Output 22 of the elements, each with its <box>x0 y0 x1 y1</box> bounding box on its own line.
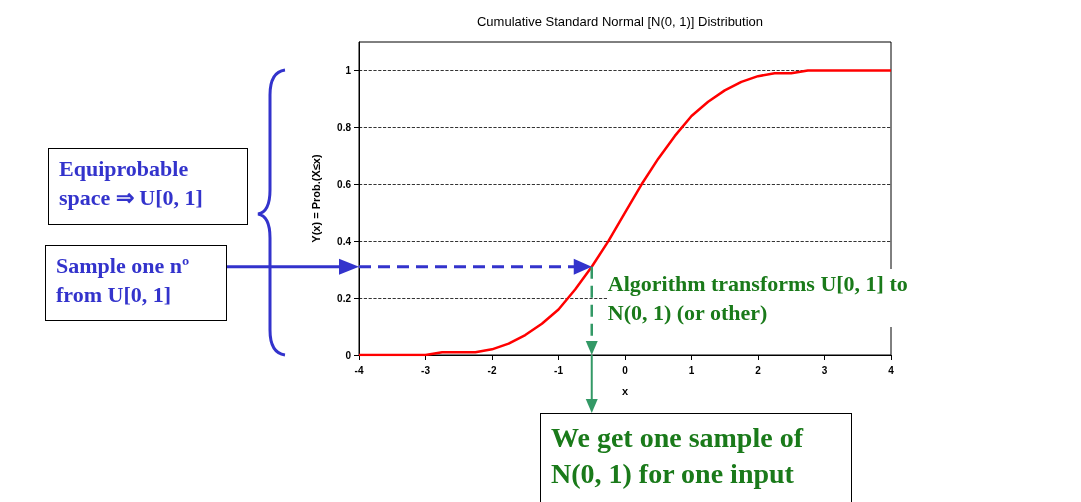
x-tick-label: 3 <box>821 364 828 376</box>
x-tick-label: -3 <box>421 364 431 376</box>
x-axis-title: x <box>621 384 629 397</box>
x-tick-label: -1 <box>554 364 564 376</box>
y-tick-label: 0.2 <box>337 292 352 304</box>
y-tick-label: 0.8 <box>337 121 352 133</box>
text: Sample one nº from U[0, 1] <box>45 245 227 321</box>
y-tick-label: 0 <box>345 349 352 361</box>
y-tick-label: 1 <box>345 64 352 76</box>
x-tick-label: 1 <box>688 364 695 376</box>
annotation: Algorithm transforms U[0, 1] to N(0, 1) (or other) <box>607 268 908 327</box>
chart-title: Cumulative Standard Normal [N(0, 1)] Distribution <box>476 14 764 29</box>
x-tick-label: 2 <box>755 364 762 376</box>
y-tick-label: 0.6 <box>337 178 352 190</box>
text: We get one sample of N(0, 1) for one input <box>540 413 852 502</box>
y-tick-label: 0.4 <box>337 235 352 247</box>
x-tick-label: -4 <box>354 364 364 376</box>
x-tick-label: 0 <box>622 364 629 376</box>
x-tick-label: -2 <box>487 364 497 376</box>
x-tick-label: 4 <box>888 364 895 376</box>
text: Equiprobable space ⇒ U[0, 1] <box>48 148 248 225</box>
y-axis-title: Y(x) = Prob.(X≤x) <box>309 154 322 243</box>
